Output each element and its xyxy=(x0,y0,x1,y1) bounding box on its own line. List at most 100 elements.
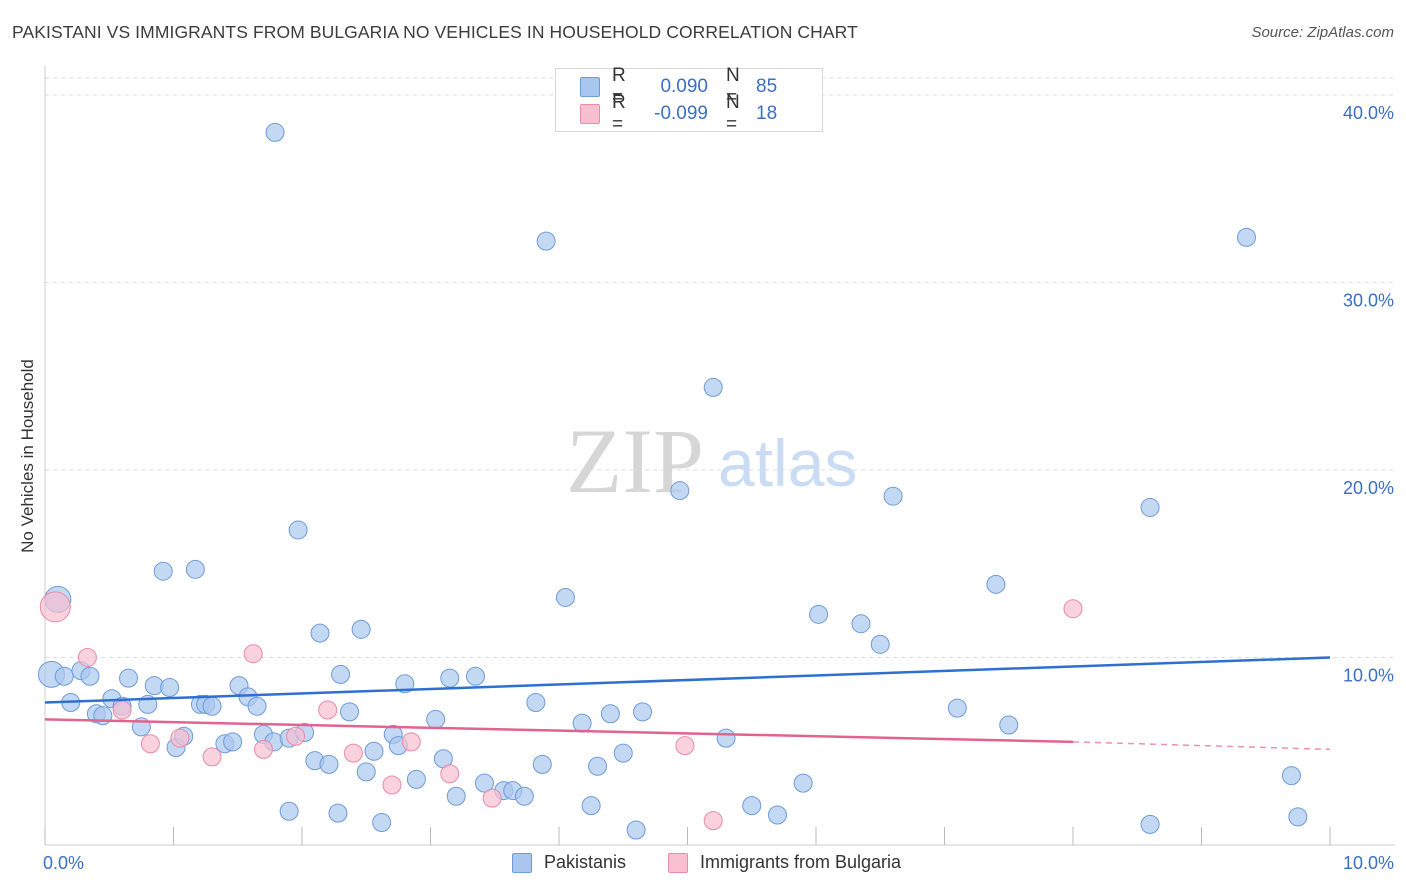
point-bulgaria-10 xyxy=(343,743,363,763)
point-pakistani-26 xyxy=(247,696,267,716)
point-pakistani-15 xyxy=(160,677,180,697)
point-pakistani-84 xyxy=(1281,766,1301,786)
watermark-atlas: atlas xyxy=(718,426,857,500)
point-bulgaria-14 xyxy=(482,788,502,808)
point-pakistani-23 xyxy=(223,732,243,752)
point-pakistani-63 xyxy=(588,756,608,776)
point-pakistani-77 xyxy=(883,486,903,506)
x-tick-label-0: 0.0% xyxy=(43,853,84,873)
tick-labels: 10.0% 20.0% 30.0% 40.0% 0.0% 10.0% xyxy=(43,103,1394,873)
point-pakistani-69 xyxy=(703,377,723,397)
point-bulgaria-16 xyxy=(703,811,723,831)
point-pakistani-42 xyxy=(364,741,384,761)
point-bulgaria-12 xyxy=(401,732,421,752)
point-bulgaria-8 xyxy=(286,726,306,746)
point-pakistani-18 xyxy=(185,559,205,579)
bottom-legend-swatch-pakistanis xyxy=(512,852,532,873)
point-pakistani-60 xyxy=(555,587,575,607)
point-pakistani-65 xyxy=(613,743,633,763)
point-pakistani-82 xyxy=(1140,814,1160,834)
legend-r-value-pakistanis: 0.090 xyxy=(660,76,708,97)
point-pakistani-57 xyxy=(526,692,546,712)
point-pakistani-52 xyxy=(465,666,485,686)
point-pakistani-43 xyxy=(372,812,392,832)
point-pakistani-58 xyxy=(532,754,552,774)
point-pakistani-67 xyxy=(633,702,653,722)
point-pakistani-85 xyxy=(1288,807,1308,827)
point-pakistani-38 xyxy=(331,664,351,684)
point-pakistani-31 xyxy=(279,801,299,821)
legend-r-label: R = xyxy=(612,65,626,108)
point-pakistani-71 xyxy=(742,796,762,816)
points-layer xyxy=(37,122,1308,840)
point-pakistani-78 xyxy=(947,698,967,718)
point-pakistani-75 xyxy=(851,614,871,634)
trend-line-bulgaria-extension xyxy=(1072,741,1331,751)
point-pakistani-29 xyxy=(265,122,285,142)
grid-layer xyxy=(45,77,1395,658)
point-bulgaria-15 xyxy=(675,736,695,756)
point-pakistani-36 xyxy=(319,754,339,774)
trend-layer xyxy=(44,656,1331,751)
bottom-legend-label-bulgaria: Immigrants from Bulgaria xyxy=(700,852,902,872)
point-pakistani-37 xyxy=(328,803,348,823)
point-bulgaria-1 xyxy=(77,647,97,667)
point-pakistani-56 xyxy=(514,786,534,806)
y-tick-label-2: 30.0% xyxy=(1343,290,1394,310)
legend-swatch-bulgaria xyxy=(580,104,600,124)
point-pakistani-81 xyxy=(1140,497,1160,517)
point-pakistani-14 xyxy=(153,561,173,581)
point-pakistani-79 xyxy=(986,574,1006,594)
legend-n-label: N = xyxy=(726,92,740,135)
y-tick-label-3: 40.0% xyxy=(1343,103,1394,123)
point-pakistani-64 xyxy=(600,704,620,724)
point-pakistani-80 xyxy=(999,715,1019,735)
bottom-legend-bulgaria: Immigrants from Bulgaria xyxy=(668,852,901,873)
bottom-legend-label-pakistanis: Pakistanis xyxy=(544,852,627,872)
point-bulgaria-7 xyxy=(253,739,273,759)
bottom-legend-pakistanis: Pakistanis xyxy=(512,852,626,873)
trend-line-bulgaria xyxy=(44,718,1074,744)
point-pakistani-41 xyxy=(356,762,376,782)
legend-r-label: R = xyxy=(612,92,626,135)
legend-r-value-bulgaria: -0.099 xyxy=(654,103,708,124)
legend-row-pakistanis: R = 0.090 N = 85 xyxy=(580,65,778,108)
point-pakistani-40 xyxy=(351,619,371,639)
legend: R = 0.090 N = 85 R = -0.099 N = 18 xyxy=(555,65,823,135)
x-tick-label-1: 10.0% xyxy=(1343,853,1394,873)
point-pakistani-72 xyxy=(767,805,787,825)
point-pakistani-5 xyxy=(80,666,100,686)
point-bulgaria-9 xyxy=(318,700,338,720)
legend-n-value-pakistanis: 85 xyxy=(756,76,778,97)
watermark: ZIP atlas xyxy=(566,410,857,512)
point-pakistani-32 xyxy=(288,520,308,540)
point-bulgaria-4 xyxy=(170,728,190,748)
point-pakistani-76 xyxy=(870,634,890,654)
point-bulgaria-13 xyxy=(440,764,460,784)
y-tick-label-1: 20.0% xyxy=(1343,478,1394,498)
point-pakistani-46 xyxy=(395,674,415,694)
bottom-legend-swatch-bulgaria xyxy=(668,852,688,873)
point-pakistani-70 xyxy=(716,728,736,748)
source-label: Source: ZipAtlas.com xyxy=(1251,24,1394,41)
point-bulgaria-6 xyxy=(243,644,263,664)
point-pakistani-47 xyxy=(406,769,426,789)
point-pakistani-59 xyxy=(536,231,556,251)
legend-n-label: N = xyxy=(726,65,740,108)
point-bulgaria-0 xyxy=(39,591,71,623)
point-pakistani-21 xyxy=(202,696,222,716)
point-pakistani-83 xyxy=(1236,227,1256,247)
point-pakistani-53 xyxy=(474,773,494,793)
legend-row-bulgaria: R = -0.099 N = 18 xyxy=(580,92,777,135)
trend-line-pakistani xyxy=(44,656,1331,704)
point-pakistani-10 xyxy=(119,668,139,688)
point-pakistani-35 xyxy=(310,623,330,643)
point-bulgaria-5 xyxy=(202,747,222,767)
point-pakistani-51 xyxy=(446,786,466,806)
point-pakistani-61 xyxy=(572,713,592,733)
point-pakistani-62 xyxy=(581,796,601,816)
point-bulgaria-17 xyxy=(1063,599,1083,619)
point-pakistani-39 xyxy=(340,702,360,722)
point-pakistani-74 xyxy=(809,604,829,624)
